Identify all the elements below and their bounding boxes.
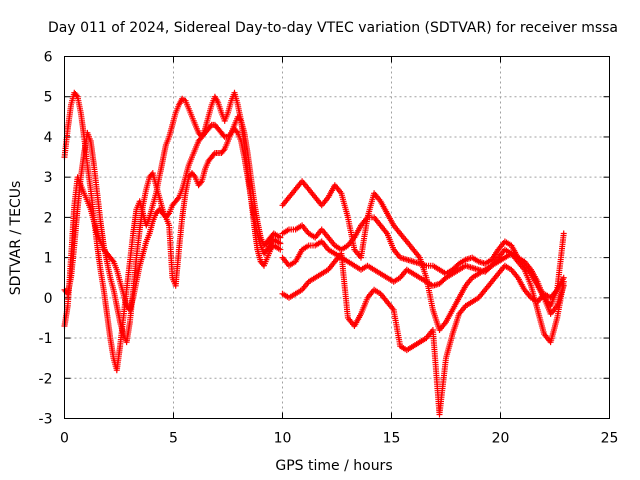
y-tick-label: 3	[44, 170, 53, 186]
x-tick-labels: 0 5 10 15 20 25	[60, 431, 618, 447]
data-point	[197, 179, 204, 186]
x-axis-label: GPS time / hours	[275, 458, 392, 474]
y-tick-label: 5	[44, 90, 53, 106]
data-point	[207, 123, 214, 130]
data-point	[233, 128, 240, 135]
y-tick-label: 2	[44, 210, 53, 226]
y-tick-label: 1	[44, 251, 53, 267]
x-tick-label: 15	[383, 431, 401, 447]
data-point	[277, 234, 284, 241]
plot-frame	[64, 56, 610, 419]
data-point	[560, 274, 567, 281]
y-axis-label: SDTVAR / TECUs	[8, 181, 24, 296]
data-point	[220, 132, 227, 139]
x-tick-label: 0	[60, 431, 69, 447]
x-tick-label: 20	[492, 431, 510, 447]
series-track-6	[279, 250, 567, 418]
data-point	[560, 230, 567, 237]
y-tick-label: 0	[44, 291, 53, 307]
y-tick-label: 6	[44, 50, 53, 66]
y-tick-label: 4	[44, 130, 53, 146]
y-tick-label: -1	[39, 331, 53, 347]
chart-title: Day 011 of 2024, Sidereal Day-to-day VTE…	[48, 20, 618, 36]
y-tick-label: -3	[39, 412, 53, 428]
data-point	[109, 257, 116, 264]
data-point	[560, 282, 567, 289]
x-tick-label: 10	[274, 431, 292, 447]
data-point	[73, 92, 80, 99]
data-point	[277, 246, 284, 253]
series-track-7	[279, 178, 567, 333]
data-point	[277, 240, 284, 247]
x-tick-label: 25	[601, 431, 619, 447]
data-series	[61, 89, 567, 418]
series-track-3	[61, 125, 284, 329]
y-tick-label: -2	[39, 371, 53, 387]
y-tick-labels: -3 -2 -1 0 1 2 3 4 5 6	[39, 50, 53, 428]
x-tick-label: 5	[169, 431, 178, 447]
data-point	[174, 195, 181, 202]
